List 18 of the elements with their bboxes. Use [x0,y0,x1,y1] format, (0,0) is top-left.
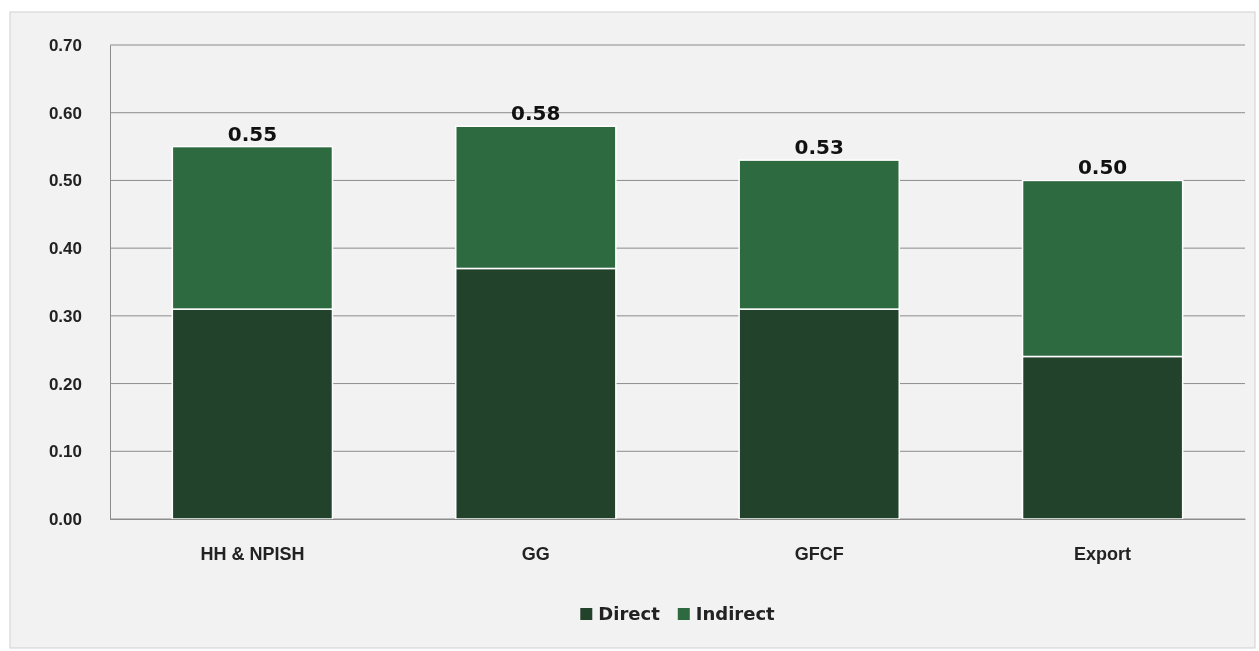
y-tick-label: 0.20 [48,374,82,394]
x-tick-label: GG [521,543,550,564]
y-tick-label: 0.10 [48,442,82,462]
y-tick-label: 0.00 [48,509,82,529]
y-tick-label: 0.50 [48,171,82,191]
total-label: 0.58 [511,101,561,126]
y-tick-label: 0.40 [48,239,82,259]
x-tick-label: GFCF [794,543,844,564]
y-tick-label: 0.60 [48,103,82,123]
total-label: 0.50 [1077,155,1128,180]
total-label: 0.55 [227,121,278,146]
x-tick-label: HH & NPISH [200,543,305,564]
total-label: 0.53 [794,135,844,160]
y-tick-label: 0.30 [48,306,82,326]
y-tick-label: 0.70 [48,35,82,55]
legend-label: Direct [598,603,661,624]
x-tick-label: Export [1074,543,1132,564]
legend-label: Indirect [695,603,776,624]
